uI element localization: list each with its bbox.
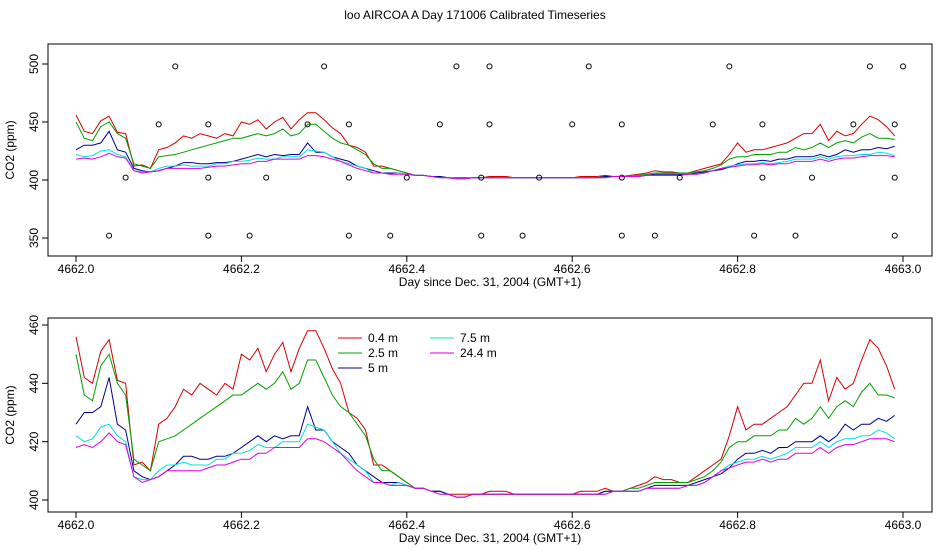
panel1-scatter-point xyxy=(618,232,625,239)
panel1-scatter-point xyxy=(751,232,758,239)
panel2-x-tick-label: 4662.6 xyxy=(554,518,591,532)
panel1-scatter-point xyxy=(536,174,543,181)
panel1-scatter-point xyxy=(453,63,460,70)
panel1-y-tick-label: 400 xyxy=(27,170,41,190)
panel1-scatter-point xyxy=(891,121,898,128)
panel1-scatter-point xyxy=(850,121,857,128)
panel1-scatter-point xyxy=(172,63,179,70)
panel1-scatter-point xyxy=(486,121,493,128)
legend-label: 0.4 m xyxy=(368,331,398,345)
panel1-scatter-point xyxy=(345,174,352,181)
legend-label: 24.4 m xyxy=(460,346,497,360)
panel2-y-axis-label: CO2 (ppm) xyxy=(3,385,17,444)
panel2-x-tick-label: 4663.0 xyxy=(885,518,922,532)
legend-label: 2.5 m xyxy=(368,346,398,360)
panel1-scatter-point xyxy=(478,232,485,239)
panel1-scatter-point xyxy=(891,174,898,181)
panel1-series-line-04m xyxy=(75,112,896,179)
panel1-scatter-point xyxy=(519,232,526,239)
panel1-scatter-point xyxy=(809,174,816,181)
panel1-x-tick-label: 4663.0 xyxy=(885,262,922,276)
panel1-scatter-point xyxy=(759,121,766,128)
panel1-scatter-point xyxy=(246,232,253,239)
panel1-scatter-point xyxy=(792,232,799,239)
panel2-y-tick-label: 460 xyxy=(27,315,41,335)
panel2-x-tick-label: 4662.2 xyxy=(223,518,260,532)
panel1-y-tick-label: 450 xyxy=(27,112,41,132)
panel1-scatter-point xyxy=(155,121,162,128)
panel1-scatter-point xyxy=(709,121,716,128)
panel1-x-tick-label: 4662.6 xyxy=(554,262,591,276)
panel1-scatter-point xyxy=(651,232,658,239)
panel1-x-tick-label: 4662.0 xyxy=(58,262,95,276)
panel2-series-line-04m xyxy=(75,330,896,495)
panel1-scatter-point xyxy=(618,174,625,181)
panel1-scatter-point xyxy=(759,174,766,181)
panel1-x-tick-label: 4662.4 xyxy=(388,262,425,276)
panel1-scatter-point xyxy=(618,121,625,128)
panel1-x-tick-label: 4662.2 xyxy=(223,262,260,276)
panel1-scatter-point xyxy=(263,174,270,181)
panel2-x-axis-label: Day since Dec. 31, 2004 (GMT+1) xyxy=(399,531,581,545)
panel1-scatter-point xyxy=(569,121,576,128)
panel1-scatter-point xyxy=(205,174,212,181)
chart-title: loo AIRCOA A Day 171006 Calibrated Times… xyxy=(344,8,606,22)
panel2-x-tick-label: 4662.8 xyxy=(719,518,756,532)
legend-label: 7.5 m xyxy=(460,331,490,345)
panel2-series-line-25m xyxy=(75,353,895,498)
panel1-scatter-point xyxy=(866,63,873,70)
panel1-scatter-point xyxy=(585,63,592,70)
panel2-x-tick-label: 4662.4 xyxy=(388,518,425,532)
panel1-scatter-point xyxy=(106,232,113,239)
panel1-scatter-point xyxy=(436,121,443,128)
panel1-scatter-point xyxy=(726,63,733,70)
panel1-scatter-point xyxy=(122,174,129,181)
panel1-scatter-point xyxy=(478,174,485,181)
panel1-scatter-point xyxy=(676,174,683,181)
panel1-scatter-point xyxy=(900,63,906,70)
panel1-y-tick-label: 350 xyxy=(27,228,41,248)
panel1-scatter-point xyxy=(345,121,352,128)
panel1-x-tick-label: 4662.8 xyxy=(719,262,756,276)
panel1-series-line-25m xyxy=(75,121,895,180)
panel2-y-tick-label: 400 xyxy=(27,490,41,510)
panel1-scatter-point xyxy=(345,232,352,239)
panel1-scatter-point xyxy=(486,63,493,70)
panel1-scatter-point xyxy=(321,63,328,70)
panel1-x-axis-label: Day since Dec. 31, 2004 (GMT+1) xyxy=(399,275,581,289)
panel2-plot-frame xyxy=(47,317,933,513)
panel2-series-line-244m xyxy=(75,432,895,498)
panel1-scatter-point xyxy=(205,121,212,128)
panel2-series-line-5m xyxy=(75,377,895,498)
panel1-scatter-point xyxy=(304,121,311,128)
panel1-series-line-244m xyxy=(75,152,895,180)
panel1-plot-frame xyxy=(47,43,933,257)
panel1-scatter-point xyxy=(403,174,410,181)
panel1-scatter-point xyxy=(205,232,212,239)
panel2-x-tick-label: 4662.0 xyxy=(58,518,95,532)
panel1-scatter-point xyxy=(891,232,898,239)
panel1-scatter-point xyxy=(387,232,394,239)
panel1-series-line-5m xyxy=(75,130,895,180)
panel1-y-axis-label: CO2 (ppm) xyxy=(3,120,17,179)
panel2-y-tick-label: 440 xyxy=(27,373,41,393)
legend-label: 5 m xyxy=(368,361,388,375)
panel1-y-tick-label: 500 xyxy=(27,54,41,74)
panel2-y-tick-label: 420 xyxy=(27,431,41,451)
